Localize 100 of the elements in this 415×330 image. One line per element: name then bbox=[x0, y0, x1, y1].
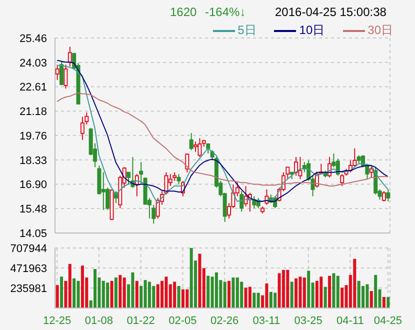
x-tick-label: 04-11 bbox=[336, 314, 364, 327]
y-tick-label: 471963 bbox=[10, 262, 47, 275]
y-tick-label: 235981 bbox=[10, 282, 47, 295]
candlestick bbox=[55, 64, 60, 81]
x-tick-label: 12-25 bbox=[43, 314, 72, 327]
bar bbox=[164, 276, 168, 308]
bar bbox=[282, 270, 285, 308]
bar bbox=[76, 280, 80, 308]
y-tick-label: 22.61 bbox=[19, 82, 47, 94]
x-tick-label: 03-25 bbox=[294, 314, 322, 327]
bar bbox=[265, 283, 268, 308]
candlestick bbox=[369, 164, 374, 178]
bar bbox=[278, 273, 281, 308]
y-tick-label: 16.90 bbox=[19, 179, 47, 192]
bar bbox=[122, 277, 126, 308]
bar bbox=[177, 286, 180, 308]
x-tick-label: 02-05 bbox=[168, 314, 197, 327]
bar bbox=[156, 284, 160, 308]
bar bbox=[94, 269, 97, 308]
bar bbox=[80, 266, 84, 308]
bar bbox=[328, 276, 332, 308]
bar bbox=[228, 280, 231, 308]
candlestick bbox=[298, 156, 302, 180]
x-tick-label: 01-08 bbox=[84, 314, 114, 327]
x-tick-label: 01-22 bbox=[126, 314, 155, 327]
text: 1620 bbox=[170, 5, 197, 19]
bar bbox=[374, 274, 378, 308]
candlestick bbox=[185, 153, 190, 173]
y-tick-label: 15.48 bbox=[19, 203, 47, 216]
y-tick-label: 14.05 bbox=[19, 228, 47, 240]
bar bbox=[336, 276, 340, 308]
bar bbox=[206, 276, 210, 308]
bar bbox=[332, 273, 336, 308]
bar bbox=[110, 280, 114, 308]
text: 2016-04-25 15:00:38 bbox=[275, 5, 386, 19]
legend-label: 30日 bbox=[366, 22, 393, 39]
bar bbox=[148, 282, 151, 308]
bar bbox=[320, 276, 323, 308]
candlestick bbox=[386, 188, 390, 202]
candlestick bbox=[176, 174, 181, 185]
bar bbox=[248, 286, 252, 308]
bar bbox=[370, 291, 373, 308]
candlestick bbox=[80, 116, 84, 140]
bar bbox=[210, 276, 214, 308]
bar bbox=[302, 277, 306, 308]
bar bbox=[118, 274, 122, 308]
y-tick-label: 25.46 bbox=[19, 32, 47, 45]
bar bbox=[114, 277, 118, 308]
bar bbox=[135, 280, 138, 308]
bar bbox=[386, 296, 390, 308]
bar bbox=[144, 280, 147, 308]
legend-label: 5日 bbox=[236, 22, 256, 39]
legend-label: 10日 bbox=[298, 22, 325, 39]
candlestick bbox=[340, 174, 344, 186]
candlestick bbox=[240, 190, 244, 212]
bar bbox=[274, 292, 277, 308]
bar bbox=[340, 288, 344, 308]
bar bbox=[307, 270, 310, 308]
bar bbox=[294, 278, 298, 308]
candlestick bbox=[64, 64, 68, 90]
candlestick bbox=[294, 156, 298, 176]
bar bbox=[214, 272, 218, 308]
bar bbox=[240, 282, 244, 308]
candlestick bbox=[194, 141, 198, 152]
y-tick-label: 707944 bbox=[10, 242, 47, 255]
bar bbox=[357, 280, 360, 308]
bar bbox=[324, 286, 327, 308]
bar bbox=[131, 272, 134, 308]
bar bbox=[68, 264, 72, 308]
bar bbox=[244, 288, 248, 308]
bar bbox=[160, 280, 164, 308]
bar bbox=[382, 296, 386, 308]
y-tick-label: 19.76 bbox=[19, 130, 47, 142]
bar bbox=[56, 285, 59, 308]
x-tick-label: 02-26 bbox=[210, 314, 239, 327]
bar bbox=[223, 282, 226, 308]
bar bbox=[152, 286, 156, 308]
bar bbox=[60, 276, 64, 308]
candlestick bbox=[198, 138, 202, 158]
bar bbox=[181, 289, 184, 308]
bar bbox=[232, 277, 235, 308]
bar bbox=[366, 284, 369, 308]
candlestick bbox=[382, 190, 386, 202]
bar bbox=[186, 289, 189, 308]
bar bbox=[298, 276, 302, 308]
bar bbox=[256, 292, 260, 308]
bar bbox=[286, 270, 290, 308]
bar bbox=[290, 282, 294, 308]
candlestick bbox=[374, 166, 378, 196]
candlestick bbox=[101, 172, 106, 210]
text: -164%↓ bbox=[205, 5, 246, 19]
bar bbox=[269, 292, 272, 308]
candlestick bbox=[68, 46, 72, 67]
bar bbox=[190, 248, 193, 308]
bar bbox=[102, 280, 105, 308]
bar bbox=[106, 282, 110, 308]
bar bbox=[173, 282, 176, 308]
y-tick-label: 21.18 bbox=[19, 106, 47, 118]
bar bbox=[198, 254, 202, 308]
y-tick-label: 18.33 bbox=[19, 154, 47, 167]
